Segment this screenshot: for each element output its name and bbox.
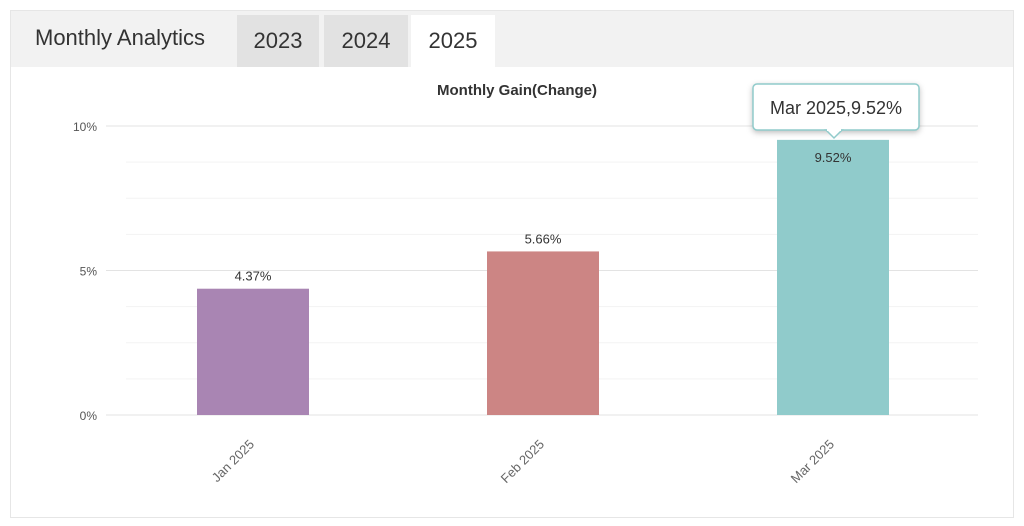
data-label: 9.52% bbox=[815, 150, 852, 165]
x-tick-label: Jan 2025 bbox=[209, 437, 257, 485]
data-label: 4.37% bbox=[235, 269, 272, 284]
x-tick-label: Feb 2025 bbox=[498, 437, 547, 486]
bars: 4.37% 5.66% 9.52% bbox=[197, 139, 889, 415]
tab-bar: Monthly Analytics 2023 2024 2025 bbox=[11, 11, 1013, 67]
x-axis-ticks: Jan 2025 Feb 2025 Mar 2025 bbox=[209, 437, 837, 486]
tab-2024[interactable]: 2024 bbox=[324, 15, 408, 67]
chart-title: Monthly Gain(Change) bbox=[437, 82, 597, 99]
tooltip-text: Mar 2025,9.52% bbox=[770, 98, 902, 118]
tab-2023[interactable]: 2023 bbox=[237, 15, 319, 67]
data-label: 5.66% bbox=[525, 231, 562, 246]
y-tick-label: 5% bbox=[80, 265, 98, 279]
y-axis-ticks: 0% 5% 10% bbox=[73, 120, 97, 423]
x-tick-label: Mar 2025 bbox=[788, 437, 837, 486]
bar[interactable] bbox=[487, 251, 599, 415]
tab-2025[interactable]: 2025 bbox=[411, 15, 495, 67]
chart-tooltip: Mar 2025,9.52% bbox=[752, 83, 920, 140]
y-tick-label: 0% bbox=[80, 409, 98, 423]
bar[interactable] bbox=[197, 288, 309, 415]
widget-title: Monthly Analytics bbox=[35, 25, 205, 50]
bar[interactable] bbox=[777, 139, 889, 415]
y-tick-label: 10% bbox=[73, 120, 97, 134]
